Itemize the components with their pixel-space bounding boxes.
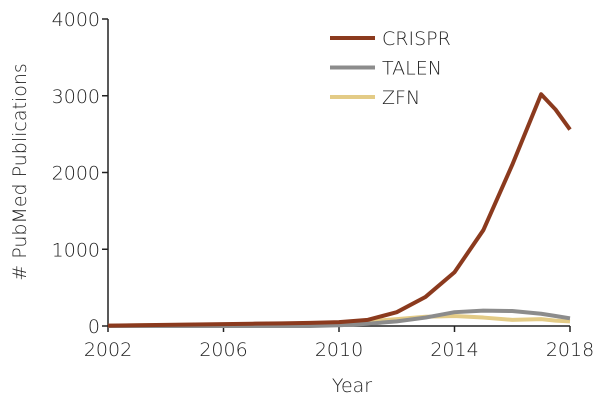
- y-axis-label: # PubMed Publications: [9, 63, 31, 281]
- y-tick-label: 4000: [52, 9, 100, 31]
- legend-label: TALEN: [382, 58, 442, 80]
- y-tick-label: 0: [88, 316, 100, 338]
- y-tick-label: 2000: [52, 163, 100, 185]
- y-tick-label: 1000: [52, 239, 100, 261]
- x-tick-label: 2014: [430, 339, 478, 361]
- legend-label: CRISPR: [382, 28, 451, 50]
- x-tick-label: 2018: [546, 339, 594, 361]
- data-line: [107, 92, 572, 328]
- y-tick-label: 3000: [52, 86, 100, 108]
- x-tick-label: 2002: [84, 339, 132, 361]
- x-tick-label: 2010: [315, 339, 363, 361]
- x-tick-label: 2006: [199, 339, 247, 361]
- legend-label: ZFN: [382, 87, 420, 109]
- x-axis-label: Year: [332, 375, 372, 397]
